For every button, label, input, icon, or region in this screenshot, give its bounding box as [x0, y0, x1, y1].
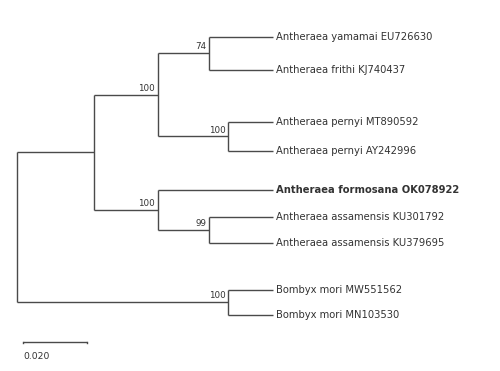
Text: 100: 100 [138, 84, 155, 93]
Text: 0.020: 0.020 [24, 352, 50, 361]
Text: 100: 100 [138, 199, 155, 208]
Text: Antheraea pernyi AY242996: Antheraea pernyi AY242996 [276, 146, 416, 156]
Text: 100: 100 [208, 125, 226, 135]
Text: Bombyx mori MW551562: Bombyx mori MW551562 [276, 285, 402, 295]
Text: Antheraea yamamai EU726630: Antheraea yamamai EU726630 [276, 32, 432, 42]
Text: Bombyx mori MN103530: Bombyx mori MN103530 [276, 309, 400, 319]
Text: 74: 74 [195, 42, 206, 51]
Text: Antheraea assamensis KU379695: Antheraea assamensis KU379695 [276, 238, 444, 248]
Text: Antheraea pernyi MT890592: Antheraea pernyi MT890592 [276, 117, 418, 127]
Text: 100: 100 [208, 291, 226, 301]
Text: Antheraea assamensis KU301792: Antheraea assamensis KU301792 [276, 211, 444, 221]
Text: Antheraea formosana OK078922: Antheraea formosana OK078922 [276, 186, 460, 196]
Text: 99: 99 [196, 219, 206, 228]
Text: Antheraea frithi KJ740437: Antheraea frithi KJ740437 [276, 65, 406, 75]
